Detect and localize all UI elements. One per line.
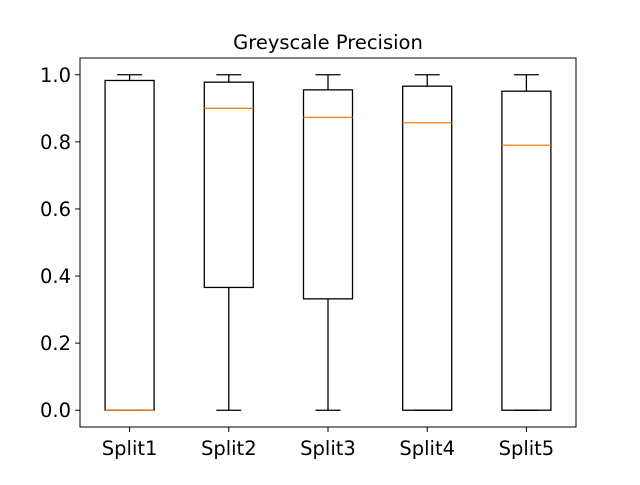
chart-title: Greyscale Precision — [233, 31, 423, 54]
x-tick-label: Split4 — [399, 437, 455, 460]
y-tick-label: 0.6 — [40, 198, 71, 221]
box-3 — [302, 74, 354, 411]
box-body — [402, 85, 453, 411]
x-tick-label: Split1 — [102, 437, 158, 460]
box-4 — [402, 74, 453, 411]
x-tick-label: Split3 — [300, 437, 356, 460]
box-body — [302, 89, 354, 300]
y-tick-label: 0.2 — [40, 332, 71, 355]
axes: 0.0 0.2 0.4 0.6 0.8 1.0 Split1 Split2 Split3 Spli… — [40, 57, 577, 460]
y-tick-label: 0.4 — [40, 265, 71, 288]
plot-area — [104, 74, 552, 411]
y-tick-label: 1.0 — [40, 64, 71, 87]
box-2 — [203, 74, 254, 411]
box-1 — [104, 74, 155, 411]
box-body — [104, 79, 155, 411]
box-5 — [501, 74, 552, 411]
y-tick-label: 0.8 — [40, 131, 71, 154]
x-tick-label: Split2 — [201, 437, 257, 460]
x-tick-label: Split5 — [499, 437, 555, 460]
y-tick-label: 0.0 — [40, 399, 71, 422]
box-body — [501, 90, 552, 411]
box-body — [203, 81, 254, 289]
